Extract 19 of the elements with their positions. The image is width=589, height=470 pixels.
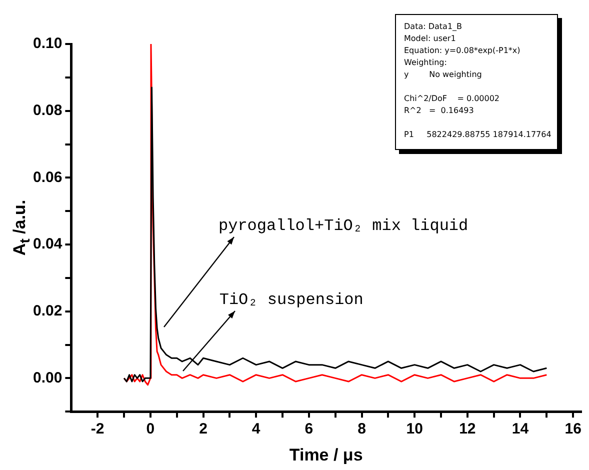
- x-tick-label: -2: [90, 420, 104, 438]
- x-tick-label: 14: [512, 420, 530, 438]
- y-tick-label: 0.04: [32, 236, 63, 253]
- x-tick-label: 16: [564, 420, 582, 438]
- y-tick-label: 0.10: [32, 35, 62, 52]
- annotation: pyrogallol+TiO₂ mix liquid: [218, 217, 468, 236]
- x-tick-label: 6: [304, 420, 314, 438]
- x-tick-label: 2: [199, 420, 208, 438]
- x-tick-label: 12: [459, 420, 476, 438]
- x-tick-label: 0: [146, 420, 155, 438]
- annotation: TiO₂ suspension: [219, 291, 364, 310]
- x-tick-label: 4: [252, 420, 261, 438]
- x-axis-title: Time / μs: [289, 445, 363, 464]
- x-tick-label: 8: [358, 420, 366, 438]
- x-tick-label: 10: [406, 420, 423, 438]
- y-tick-label: 0.02: [32, 302, 62, 320]
- y-tick-label: 0.06: [32, 168, 62, 186]
- y-tick-label: 0.00: [32, 369, 62, 386]
- y-tick-label: 0.08: [32, 102, 62, 119]
